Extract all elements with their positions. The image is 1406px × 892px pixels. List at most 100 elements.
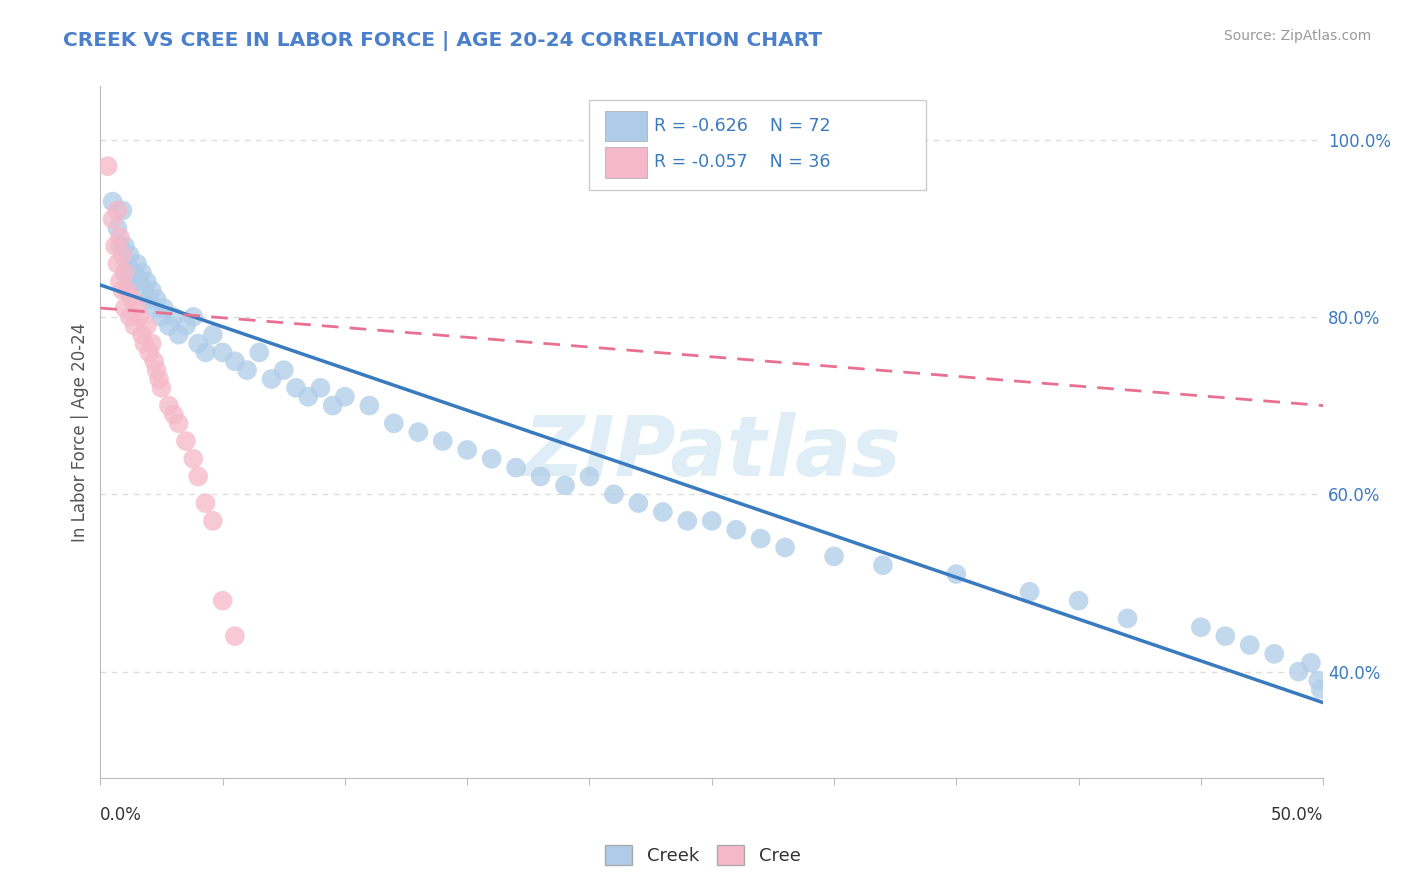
- Point: [224, 354, 246, 368]
- Point: [153, 301, 176, 315]
- Point: [1189, 620, 1212, 634]
- Point: [236, 363, 259, 377]
- Point: [148, 372, 170, 386]
- Point: [135, 318, 157, 333]
- Point: [1288, 665, 1310, 679]
- Point: [322, 399, 344, 413]
- Point: [211, 593, 233, 607]
- Text: 0.0%: 0.0%: [100, 805, 142, 823]
- Point: [247, 345, 270, 359]
- Point: [124, 266, 146, 280]
- Point: [101, 212, 124, 227]
- Point: [1308, 673, 1330, 688]
- Point: [131, 327, 153, 342]
- Point: [111, 283, 134, 297]
- Point: [285, 381, 308, 395]
- Point: [1239, 638, 1261, 652]
- Point: [145, 292, 167, 306]
- Point: [181, 310, 204, 324]
- Point: [194, 345, 217, 359]
- Point: [128, 310, 150, 324]
- Point: [111, 203, 134, 218]
- Point: [823, 549, 845, 564]
- Point: [107, 257, 129, 271]
- Point: [627, 496, 650, 510]
- Point: [167, 327, 190, 342]
- Point: [143, 354, 166, 368]
- Point: [107, 221, 129, 235]
- Text: CREEK VS CREE IN LABOR FORCE | AGE 20-24 CORRELATION CHART: CREEK VS CREE IN LABOR FORCE | AGE 20-24…: [63, 31, 823, 51]
- Point: [114, 239, 136, 253]
- Point: [406, 425, 429, 440]
- Point: [872, 558, 894, 573]
- Point: [224, 629, 246, 643]
- Point: [128, 275, 150, 289]
- Point: [749, 532, 772, 546]
- Point: [108, 275, 131, 289]
- Point: [101, 194, 124, 209]
- Point: [138, 292, 160, 306]
- Point: [141, 336, 163, 351]
- Point: [108, 230, 131, 244]
- Point: [676, 514, 699, 528]
- Point: [125, 301, 148, 315]
- Point: [187, 336, 209, 351]
- Point: [211, 345, 233, 359]
- FancyBboxPatch shape: [606, 111, 647, 141]
- Point: [118, 310, 141, 324]
- Point: [432, 434, 454, 448]
- Point: [145, 363, 167, 377]
- Point: [529, 469, 551, 483]
- Point: [114, 266, 136, 280]
- Point: [1018, 584, 1040, 599]
- Point: [121, 275, 143, 289]
- Point: [107, 203, 129, 218]
- Point: [114, 266, 136, 280]
- Point: [104, 239, 127, 253]
- Point: [118, 248, 141, 262]
- Point: [150, 381, 173, 395]
- Y-axis label: In Labor Force | Age 20-24: In Labor Force | Age 20-24: [72, 323, 89, 541]
- Point: [359, 399, 381, 413]
- Point: [773, 541, 796, 555]
- Point: [138, 345, 160, 359]
- Point: [309, 381, 332, 395]
- Point: [125, 257, 148, 271]
- Point: [111, 248, 134, 262]
- Point: [141, 283, 163, 297]
- Point: [150, 310, 173, 324]
- Point: [201, 327, 224, 342]
- Point: [1309, 682, 1331, 697]
- Point: [297, 390, 319, 404]
- Point: [201, 514, 224, 528]
- Point: [167, 417, 190, 431]
- Point: [163, 310, 186, 324]
- FancyBboxPatch shape: [589, 100, 925, 190]
- Point: [382, 417, 405, 431]
- Point: [1116, 611, 1139, 625]
- Point: [117, 283, 139, 297]
- Point: [121, 292, 143, 306]
- Point: [174, 318, 197, 333]
- Point: [174, 434, 197, 448]
- Text: Source: ZipAtlas.com: Source: ZipAtlas.com: [1223, 29, 1371, 43]
- Point: [108, 239, 131, 253]
- Point: [114, 301, 136, 315]
- Legend: Creek, Cree: Creek, Cree: [598, 838, 808, 872]
- Text: R = -0.057    N = 36: R = -0.057 N = 36: [654, 153, 831, 171]
- Point: [194, 496, 217, 510]
- Point: [97, 159, 120, 173]
- Point: [124, 318, 146, 333]
- Point: [725, 523, 748, 537]
- Point: [117, 257, 139, 271]
- Point: [700, 514, 723, 528]
- Point: [1213, 629, 1236, 643]
- Text: ZIPatlas: ZIPatlas: [523, 412, 901, 493]
- Point: [143, 301, 166, 315]
- Point: [1299, 656, 1322, 670]
- Point: [333, 390, 356, 404]
- Point: [481, 451, 503, 466]
- Point: [603, 487, 626, 501]
- Text: R = -0.626    N = 72: R = -0.626 N = 72: [654, 117, 831, 135]
- Point: [135, 275, 157, 289]
